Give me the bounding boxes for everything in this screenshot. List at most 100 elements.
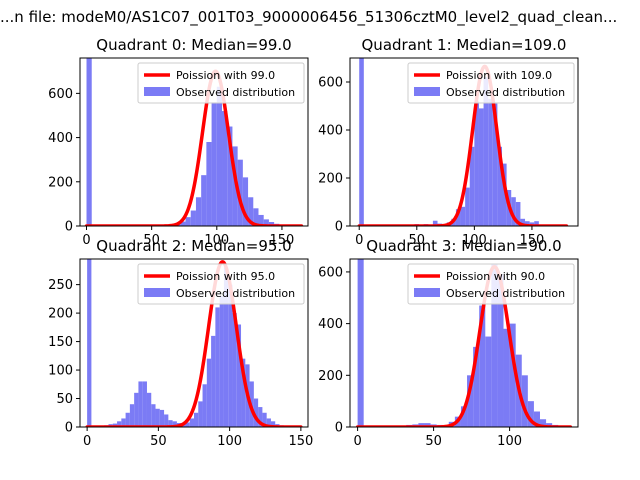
histogram-bar — [248, 197, 254, 226]
histogram-bar — [172, 421, 177, 427]
panel-1-plot-area — [357, 58, 569, 226]
histogram-bar — [134, 392, 139, 427]
legend-observed-label: Observed distribution — [446, 86, 565, 99]
histogram-bar — [180, 221, 186, 226]
histogram-bar — [121, 418, 126, 427]
histogram-bar — [418, 423, 425, 427]
y-tick-label: 200 — [318, 369, 343, 384]
legend-box — [137, 263, 305, 305]
axes-frame — [79, 57, 309, 227]
histogram-bar — [227, 126, 233, 226]
histogram-bar — [159, 409, 165, 427]
y-tick-label: 600 — [48, 87, 73, 102]
y-tick-label: 0 — [65, 220, 73, 235]
legend-box — [407, 263, 575, 305]
histogram-bar — [242, 177, 249, 226]
histogram-bar — [86, 58, 92, 226]
panel-3-plot-area — [355, 259, 573, 427]
panel-2-plot-area — [85, 259, 303, 427]
y-tick-label: 250 — [48, 278, 73, 293]
histogram-bar — [232, 146, 238, 226]
histogram-bar — [253, 208, 259, 226]
x-tick-label: 0 — [355, 233, 363, 248]
histogram-bar — [546, 423, 553, 427]
x-tick-label: 150 — [288, 434, 313, 449]
histogram-bar — [168, 420, 173, 427]
histogram-bar — [206, 142, 212, 226]
histogram-bar — [211, 335, 216, 427]
histogram-bar — [527, 401, 534, 427]
x-tick-label: 100 — [204, 233, 229, 248]
histogram-bar — [138, 381, 143, 427]
x-tick-label: 0 — [353, 434, 361, 449]
y-tick-label: 400 — [318, 124, 343, 139]
histogram-bar — [479, 305, 486, 427]
histogram-bar — [432, 220, 438, 226]
histogram-bar — [492, 103, 498, 226]
figure-suptitle: ...n file: modeM0/AS1C07_001T03_90000064… — [0, 8, 617, 27]
histogram-bar — [258, 214, 264, 226]
histogram-bar — [533, 411, 540, 427]
y-tick-label: 150 — [48, 335, 73, 350]
panel-title: Quadrant 0: Median=99.0 — [96, 36, 291, 54]
y-tick-label: 600 — [318, 265, 343, 280]
legend-observed-swatch — [414, 87, 440, 96]
legend-observed-label: Observed distribution — [446, 287, 565, 300]
histogram-bar — [223, 267, 229, 427]
histogram-bar — [503, 328, 510, 427]
histogram-bar — [520, 218, 526, 226]
panel-title: Quadrant 3: Median=90.0 — [366, 237, 561, 255]
legend-fit-label: Poission with 109.0 — [446, 69, 552, 82]
poisson-fit-line — [85, 260, 303, 427]
histogram-bar — [190, 210, 196, 226]
histogram-bar — [155, 408, 160, 427]
histogram-bar — [270, 421, 276, 427]
histogram-bar — [185, 217, 191, 226]
histogram-bar — [228, 284, 233, 427]
panel-0: 0 50 100 150 0 200 400 600 Quadrant 0: Median=99… — [48, 36, 309, 248]
legend: Poission with 109.0 Observed distribution — [407, 62, 575, 104]
legend-fit-label: Poission with 99.0 — [176, 69, 275, 82]
histogram-bar — [129, 404, 135, 427]
histogram-bar — [467, 375, 474, 427]
histogram-bar — [497, 146, 502, 226]
y-tick-label: 200 — [48, 307, 73, 322]
histogram-bar — [525, 221, 530, 226]
y-tick-label: 50 — [56, 392, 73, 407]
x-tick-label: 100 — [217, 434, 242, 449]
legend: Poission with 90.0 Observed distribution — [407, 263, 575, 305]
panel-1: 0 50 100 150 0 200 400 600 Quadrant 1: Median=10… — [318, 36, 579, 248]
y-tick-label: 400 — [48, 131, 73, 146]
y-tick-label: 0 — [335, 220, 343, 235]
x-tick-label: 100 — [497, 434, 522, 449]
legend-observed-swatch — [414, 288, 440, 297]
legend-box — [407, 62, 575, 104]
x-tick-label: 0 — [83, 434, 91, 449]
histogram-bar — [485, 336, 492, 427]
y-tick-label: 400 — [318, 317, 343, 332]
histogram-bar — [488, 98, 493, 226]
x-tick-label: 50 — [143, 233, 160, 248]
histogram-bar — [460, 206, 466, 226]
x-tick-label: 50 — [425, 434, 442, 449]
histogram-bar — [222, 111, 228, 226]
legend: Poission with 95.0 Observed distribution — [137, 263, 305, 305]
histogram-bar — [194, 412, 199, 427]
histogram-bar — [515, 202, 521, 226]
axes-frame — [349, 258, 579, 428]
legend-observed-swatch — [144, 288, 170, 297]
histogram-bar — [164, 414, 169, 427]
histogram-bar — [236, 324, 242, 427]
histogram-bar — [424, 423, 431, 427]
histogram-bar — [509, 323, 516, 427]
histogram-bar — [258, 407, 263, 427]
histogram-bar — [357, 259, 364, 427]
panel-title: Quadrant 1: Median=109.0 — [362, 36, 567, 54]
x-tick-label: 50 — [409, 233, 426, 248]
histogram-bar — [198, 401, 203, 427]
legend-fit-label: Poission with 90.0 — [446, 270, 545, 283]
histogram-bar — [202, 384, 207, 427]
histogram-bar — [534, 221, 539, 226]
histogram-bar — [125, 412, 130, 427]
